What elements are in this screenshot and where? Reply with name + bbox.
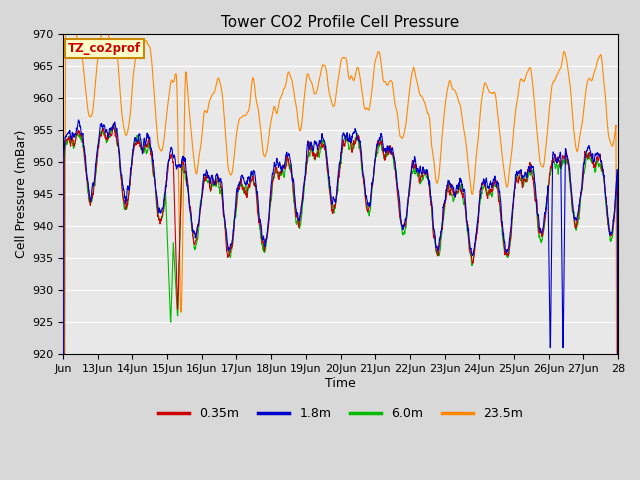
X-axis label: Time: Time	[325, 377, 356, 390]
Legend: 0.35m, 1.8m, 6.0m, 23.5m: 0.35m, 1.8m, 6.0m, 23.5m	[153, 402, 528, 425]
Text: TZ_co2prof: TZ_co2prof	[68, 42, 141, 55]
Title: Tower CO2 Profile Cell Pressure: Tower CO2 Profile Cell Pressure	[221, 15, 460, 30]
Y-axis label: Cell Pressure (mBar): Cell Pressure (mBar)	[15, 130, 28, 258]
